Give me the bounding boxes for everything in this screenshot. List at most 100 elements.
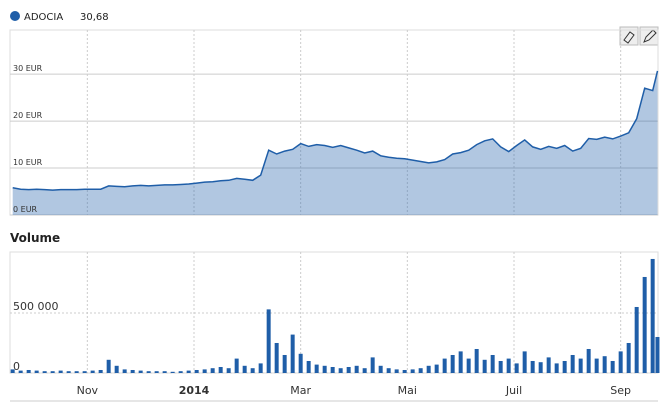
volume-bar [258, 363, 263, 373]
volume-bar [466, 358, 471, 373]
volume-bar [34, 370, 39, 373]
volume-bar [26, 369, 31, 373]
x-tick-label: Nov [77, 384, 99, 397]
volume-bar [74, 371, 79, 373]
volume-bar [122, 369, 127, 373]
volume-bar [234, 358, 239, 373]
volume-bar [90, 370, 95, 373]
y-tick-label: 0 [13, 360, 20, 373]
volume-bar [562, 360, 567, 373]
volume-bar [330, 366, 335, 373]
volume-bar [138, 370, 143, 373]
volume-bar [314, 364, 319, 373]
x-tick-label: Mai [398, 384, 417, 397]
volume-bar [514, 363, 519, 373]
volume-bar [306, 360, 311, 373]
volume-bar [106, 359, 111, 373]
y-tick-label: 10 EUR [13, 158, 43, 167]
volume-bar [410, 369, 415, 373]
volume-bar [474, 348, 479, 373]
volume-bar [226, 368, 231, 373]
x-tick-label: Sep [610, 384, 631, 397]
legend-marker [10, 11, 20, 21]
volume-bar [402, 369, 407, 373]
x-tick-label: Juil [505, 384, 522, 397]
volume-bar [178, 371, 183, 373]
volume-bar [530, 360, 535, 373]
volume-bar [434, 364, 439, 373]
volume-bar [655, 336, 660, 373]
volume-bar [610, 360, 615, 373]
volume-bar [538, 362, 543, 373]
volume-bar [170, 371, 175, 373]
volume-bar [218, 366, 223, 373]
volume-bar [650, 258, 655, 373]
volume-bar [626, 342, 631, 373]
volume-bar [210, 368, 215, 373]
volume-bar [98, 369, 103, 373]
volume-bar [394, 369, 399, 373]
volume-bar [506, 358, 511, 373]
volume-title: Volume [10, 231, 60, 245]
volume-bar [202, 369, 207, 373]
volume-bar [82, 371, 87, 373]
volume-bar [498, 360, 503, 373]
y-tick-label: 0 EUR [13, 205, 38, 214]
volume-bar [66, 371, 71, 373]
volume-bar [586, 348, 591, 373]
volume-bar [642, 276, 647, 373]
volume-bar [450, 354, 455, 373]
volume-bar [554, 363, 559, 373]
volume-bar [274, 342, 279, 373]
volume-bar [186, 370, 191, 373]
volume-bar [50, 371, 55, 373]
volume-bar [482, 359, 487, 373]
volume-bar [386, 368, 391, 373]
volume-bar [18, 370, 23, 373]
volume-bar [418, 368, 423, 373]
y-tick-label: 30 EUR [13, 64, 43, 73]
volume-bar [322, 365, 327, 373]
tool-buttons [619, 26, 659, 46]
x-tick-label: Mar [290, 384, 311, 397]
volume-bar [602, 356, 607, 373]
area-fill [12, 70, 658, 216]
volume-bar [58, 370, 63, 373]
volume-bar [10, 369, 15, 373]
y-tick-label: 20 EUR [13, 111, 43, 120]
price-line [12, 70, 659, 191]
volume-bar [522, 351, 527, 373]
volume-bar [458, 351, 463, 373]
volume-bar [490, 354, 495, 373]
y-tick-label: 500 000 [13, 300, 59, 313]
volume-bar [298, 353, 303, 373]
volume-bar [634, 306, 639, 373]
volume-bar [162, 371, 167, 373]
volume-bar [594, 358, 599, 373]
volume-bar [442, 358, 447, 373]
pencil-icon [643, 29, 657, 43]
legend-value: 30,68 [80, 12, 109, 23]
volume-bar [354, 365, 359, 373]
volume-bar [370, 357, 375, 373]
volume-bar [130, 369, 135, 373]
volume-bar [146, 371, 151, 373]
volume-bar [618, 351, 623, 373]
volume-bar [42, 371, 47, 373]
legend-label: ADOCIA [24, 12, 63, 23]
volume-bar [266, 309, 271, 373]
volume-bar [194, 369, 199, 373]
volume-bar [250, 368, 255, 373]
volume-bar [570, 354, 575, 373]
volume-bar [362, 368, 367, 373]
volume-bar [426, 365, 431, 373]
volume-bar [338, 368, 343, 373]
volume-bar [378, 365, 383, 373]
volume-bar [346, 366, 351, 373]
x-tick-label: 2014 [179, 384, 210, 397]
volume-bar [546, 357, 551, 373]
volume-bar [578, 358, 583, 373]
volume-bar [154, 371, 159, 373]
volume-bar [282, 354, 287, 373]
